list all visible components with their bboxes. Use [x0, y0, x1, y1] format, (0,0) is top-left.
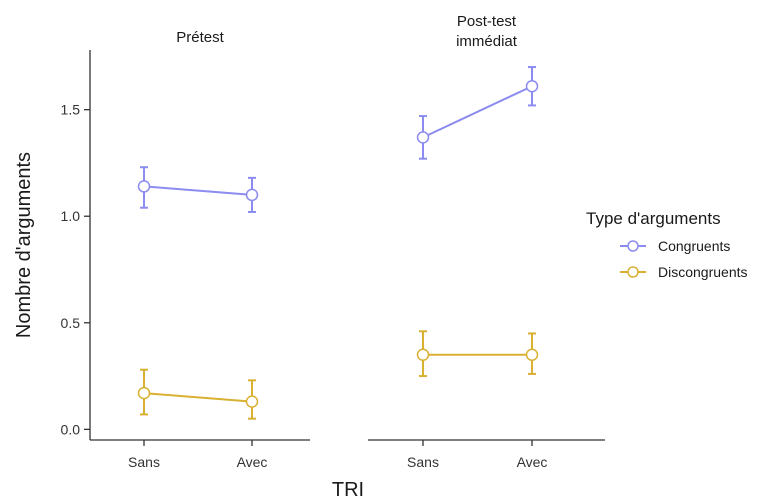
data-point — [525, 79, 539, 93]
series-line — [143, 392, 253, 403]
x-axis-title: TRI — [332, 479, 364, 501]
legend-item: Discongruents — [620, 264, 748, 280]
y-tick-label: 1.5 — [61, 102, 81, 118]
y-tick-label: 0.0 — [61, 421, 81, 437]
series-line — [422, 85, 533, 139]
legend-title: Type d'arguments — [586, 209, 721, 228]
series-discongruents — [416, 330, 539, 378]
legend-key-point — [627, 266, 639, 278]
facet-panel: Prétest Sans Avec — [90, 29, 310, 470]
data-point — [245, 395, 259, 408]
y-tick-label: 1.0 — [61, 208, 81, 224]
x-tick-label: Sans — [407, 454, 439, 470]
legend: Type d'arguments Congruents Discongruents — [586, 209, 748, 280]
series-discongruents — [137, 368, 259, 420]
legend-label: Congruents — [658, 238, 730, 254]
data-point — [245, 188, 259, 202]
facet-panel: Post-test immédiat Sans Avec — [368, 13, 605, 470]
legend-label: Discongruents — [658, 264, 748, 280]
data-point — [137, 180, 151, 193]
y-tick-label: 0.5 — [61, 315, 81, 331]
series-congruents — [137, 166, 259, 213]
y-axis: 0.0 0.5 1.0 1.5 — [61, 50, 91, 440]
x-tick-label: Avec — [237, 454, 268, 470]
x-tick-label: Avec — [517, 454, 548, 470]
series-line — [143, 185, 253, 196]
panels: Prétest Sans Avec Post-test immédiat Sans Avec — [90, 13, 605, 470]
x-tick-label: Sans — [128, 454, 160, 470]
panel-title: Post-test — [457, 13, 517, 30]
data-point — [416, 348, 430, 362]
series-congruents — [416, 66, 539, 160]
data-point — [416, 131, 430, 144]
legend-item: Congruents — [620, 238, 730, 254]
panel-title: Prétest — [176, 29, 224, 46]
panel-title: immédiat — [456, 33, 518, 50]
legend-key-point — [627, 240, 639, 252]
data-point — [525, 348, 539, 362]
data-point — [137, 386, 151, 400]
y-axis-title: Nombre d'arguments — [13, 152, 35, 338]
